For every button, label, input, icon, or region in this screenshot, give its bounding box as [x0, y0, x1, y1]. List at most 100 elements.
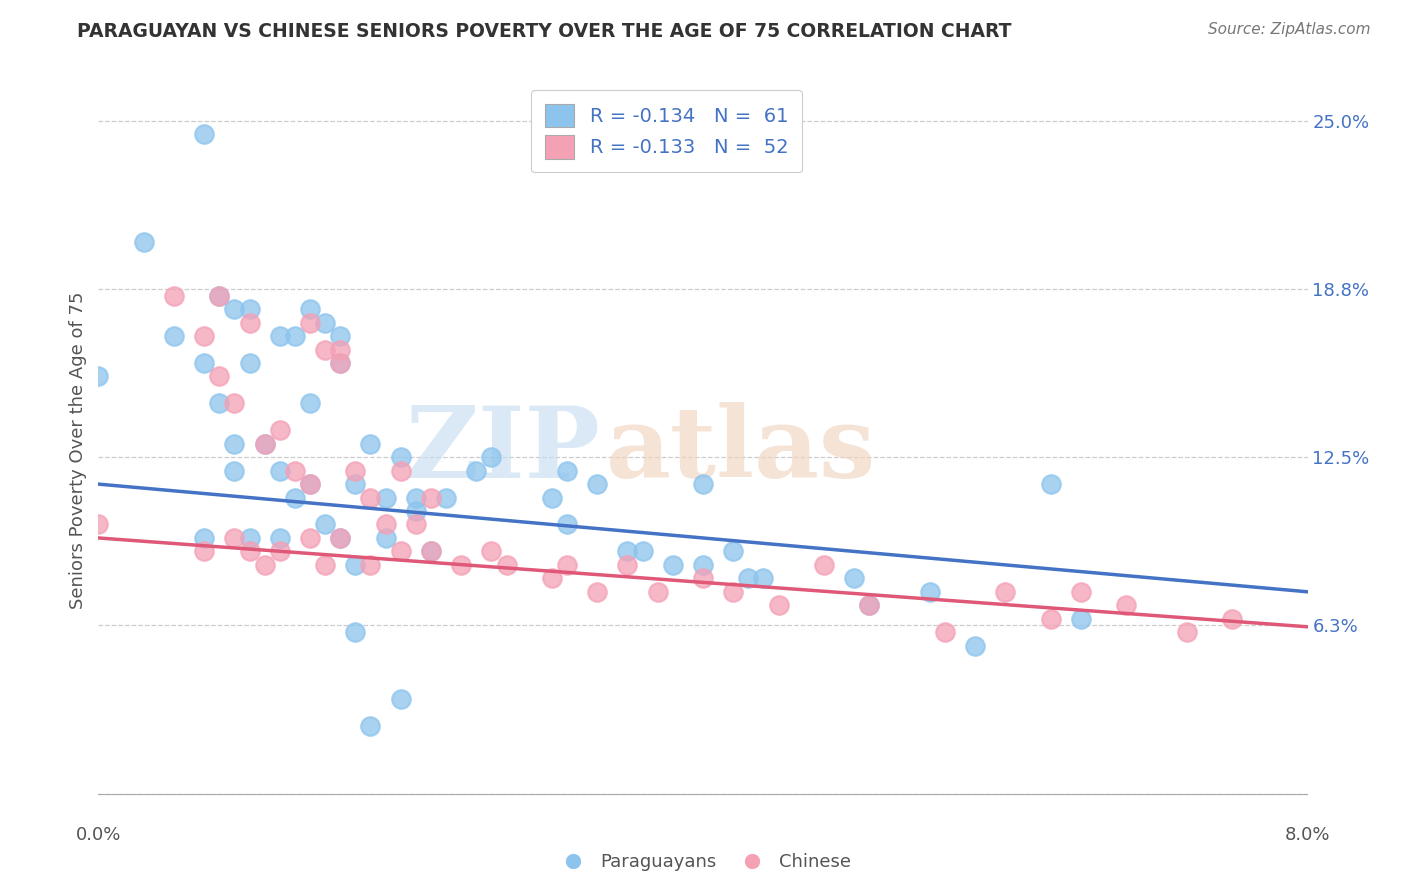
Point — [360, 436, 382, 450]
Point — [465, 464, 488, 478]
Point — [314, 517, 336, 532]
Point — [586, 584, 609, 599]
Point — [87, 517, 110, 532]
Point — [965, 639, 987, 653]
Point — [389, 544, 412, 558]
Point — [269, 423, 291, 437]
Point — [858, 599, 880, 613]
Point — [208, 396, 231, 410]
Point — [405, 504, 427, 518]
Point — [224, 464, 246, 478]
Point — [239, 531, 262, 545]
Point — [314, 343, 336, 357]
Point — [752, 571, 775, 585]
Point — [360, 558, 382, 572]
Point — [586, 477, 609, 491]
Point — [269, 531, 291, 545]
Point — [344, 558, 367, 572]
Point — [224, 531, 246, 545]
Point — [374, 491, 396, 505]
Point — [555, 464, 578, 478]
Point — [737, 571, 759, 585]
Point — [253, 436, 276, 450]
Point — [193, 356, 215, 370]
Point — [420, 544, 443, 558]
Point — [647, 584, 669, 599]
Point — [253, 436, 276, 450]
Point — [193, 127, 215, 141]
Point — [329, 356, 352, 370]
Point — [299, 477, 322, 491]
Point — [284, 329, 307, 343]
Point — [269, 544, 291, 558]
Point — [692, 558, 714, 572]
Point — [314, 316, 336, 330]
Point — [844, 571, 866, 585]
Point — [360, 719, 382, 733]
Point — [768, 599, 790, 613]
Point — [631, 544, 654, 558]
Point — [163, 288, 186, 302]
Point — [389, 450, 412, 465]
Point — [918, 584, 941, 599]
Point — [934, 625, 956, 640]
Point — [239, 544, 262, 558]
Point — [420, 491, 443, 505]
Point — [87, 369, 110, 384]
Point — [1039, 612, 1062, 626]
Point — [269, 329, 291, 343]
Point — [239, 316, 262, 330]
Point — [723, 584, 745, 599]
Point — [1115, 599, 1137, 613]
Point — [329, 531, 352, 545]
Point — [163, 329, 186, 343]
Point — [389, 692, 412, 706]
Point — [374, 531, 396, 545]
Point — [495, 558, 517, 572]
Point — [284, 491, 307, 505]
Point — [540, 571, 562, 585]
Point — [555, 558, 578, 572]
Point — [314, 558, 336, 572]
Point — [224, 436, 246, 450]
Point — [1070, 612, 1092, 626]
Point — [405, 517, 427, 532]
Point — [813, 558, 835, 572]
Point — [239, 356, 262, 370]
Text: ZIP: ZIP — [405, 402, 600, 499]
Point — [661, 558, 683, 572]
Legend: R = -0.134   N =  61, R = -0.133   N =  52: R = -0.134 N = 61, R = -0.133 N = 52 — [531, 90, 801, 172]
Point — [540, 491, 562, 505]
Point — [329, 329, 352, 343]
Point — [405, 491, 427, 505]
Point — [344, 477, 367, 491]
Point — [193, 544, 215, 558]
Point — [224, 396, 246, 410]
Point — [1175, 625, 1198, 640]
Text: PARAGUAYAN VS CHINESE SENIORS POVERTY OVER THE AGE OF 75 CORRELATION CHART: PARAGUAYAN VS CHINESE SENIORS POVERTY OV… — [77, 22, 1012, 41]
Text: atlas: atlas — [606, 402, 876, 499]
Point — [692, 571, 714, 585]
Point — [616, 544, 638, 558]
Point — [389, 464, 412, 478]
Point — [299, 302, 322, 317]
Legend: Paraguayans, Chinese: Paraguayans, Chinese — [547, 847, 859, 879]
Text: Source: ZipAtlas.com: Source: ZipAtlas.com — [1208, 22, 1371, 37]
Point — [224, 302, 246, 317]
Point — [329, 343, 352, 357]
Point — [208, 288, 231, 302]
Point — [450, 558, 472, 572]
Point — [299, 316, 322, 330]
Point — [723, 544, 745, 558]
Point — [481, 450, 503, 465]
Point — [692, 477, 714, 491]
Point — [481, 544, 503, 558]
Point — [132, 235, 155, 249]
Point — [420, 544, 443, 558]
Point — [208, 369, 231, 384]
Point — [299, 531, 322, 545]
Point — [253, 558, 276, 572]
Point — [374, 517, 396, 532]
Point — [344, 464, 367, 478]
Point — [193, 531, 215, 545]
